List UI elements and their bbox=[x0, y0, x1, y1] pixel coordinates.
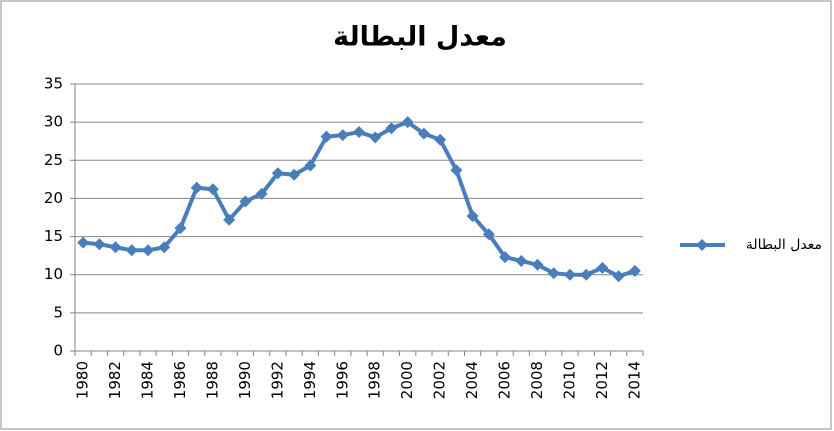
point-marker bbox=[385, 122, 398, 135]
x-tick-label: 1998 bbox=[366, 361, 384, 399]
x-tick-label: 2006 bbox=[496, 361, 514, 399]
point-marker bbox=[580, 268, 593, 281]
x-tick-label: 1994 bbox=[301, 361, 319, 399]
x-tick-label: 1996 bbox=[333, 361, 351, 399]
point-marker bbox=[109, 241, 122, 254]
y-tick-label: 10 bbox=[44, 265, 63, 283]
point-marker bbox=[174, 222, 187, 235]
point-marker bbox=[288, 168, 301, 181]
point-marker bbox=[304, 159, 317, 172]
point-marker bbox=[596, 261, 609, 274]
point-marker bbox=[239, 195, 252, 208]
point-marker bbox=[158, 241, 171, 254]
x-tick-label: 2012 bbox=[593, 361, 611, 399]
point-marker bbox=[628, 264, 641, 277]
chart-title: معدل البطالة bbox=[333, 22, 507, 53]
x-tick-label: 2000 bbox=[398, 361, 416, 399]
y-tick-label: 25 bbox=[44, 151, 63, 169]
point-marker bbox=[563, 268, 576, 281]
x-tick-label: 1984 bbox=[139, 361, 157, 399]
point-marker bbox=[125, 244, 138, 257]
point-marker bbox=[515, 254, 528, 267]
x-tick-label: 1986 bbox=[171, 361, 189, 399]
y-tick-label: 20 bbox=[44, 189, 63, 207]
point-marker bbox=[223, 213, 236, 226]
point-marker bbox=[434, 133, 447, 146]
point-marker bbox=[417, 127, 430, 140]
y-tick-label: 0 bbox=[53, 342, 63, 360]
point-marker bbox=[77, 236, 90, 249]
point-marker bbox=[547, 267, 560, 280]
point-marker bbox=[320, 130, 333, 143]
x-tick-label: 1990 bbox=[236, 361, 254, 399]
y-tick-label: 15 bbox=[44, 227, 63, 245]
point-marker bbox=[499, 251, 512, 264]
x-tick-label: 2002 bbox=[431, 361, 449, 399]
point-marker bbox=[190, 181, 203, 194]
point-marker bbox=[271, 167, 284, 180]
point-marker bbox=[353, 126, 365, 139]
x-tick-label: 2014 bbox=[625, 361, 643, 399]
y-tick-label: 35 bbox=[44, 75, 63, 93]
point-marker bbox=[206, 183, 219, 196]
point-marker bbox=[401, 116, 414, 129]
point-marker bbox=[369, 131, 382, 144]
point-marker bbox=[93, 238, 106, 251]
point-marker bbox=[482, 228, 495, 241]
point-marker bbox=[466, 209, 479, 222]
x-tick-label: 1982 bbox=[106, 361, 124, 399]
point-marker bbox=[612, 270, 625, 283]
point-marker bbox=[336, 129, 349, 142]
x-tick-label: 2008 bbox=[528, 361, 546, 399]
point-marker bbox=[450, 164, 463, 177]
x-tick-label: 2004 bbox=[463, 361, 481, 399]
x-tick-label: 1992 bbox=[268, 361, 286, 399]
point-marker bbox=[255, 187, 268, 200]
x-tick-label: 1988 bbox=[203, 361, 221, 399]
point-marker bbox=[142, 244, 155, 257]
x-tick-label: 2010 bbox=[560, 361, 578, 399]
legend-label: معدل البطالة bbox=[746, 237, 822, 253]
y-tick-label: 5 bbox=[53, 303, 63, 321]
y-tick-label: 30 bbox=[44, 113, 63, 131]
point-marker bbox=[531, 258, 544, 271]
x-tick-label: 1980 bbox=[74, 361, 92, 399]
legend-marker bbox=[696, 239, 708, 251]
